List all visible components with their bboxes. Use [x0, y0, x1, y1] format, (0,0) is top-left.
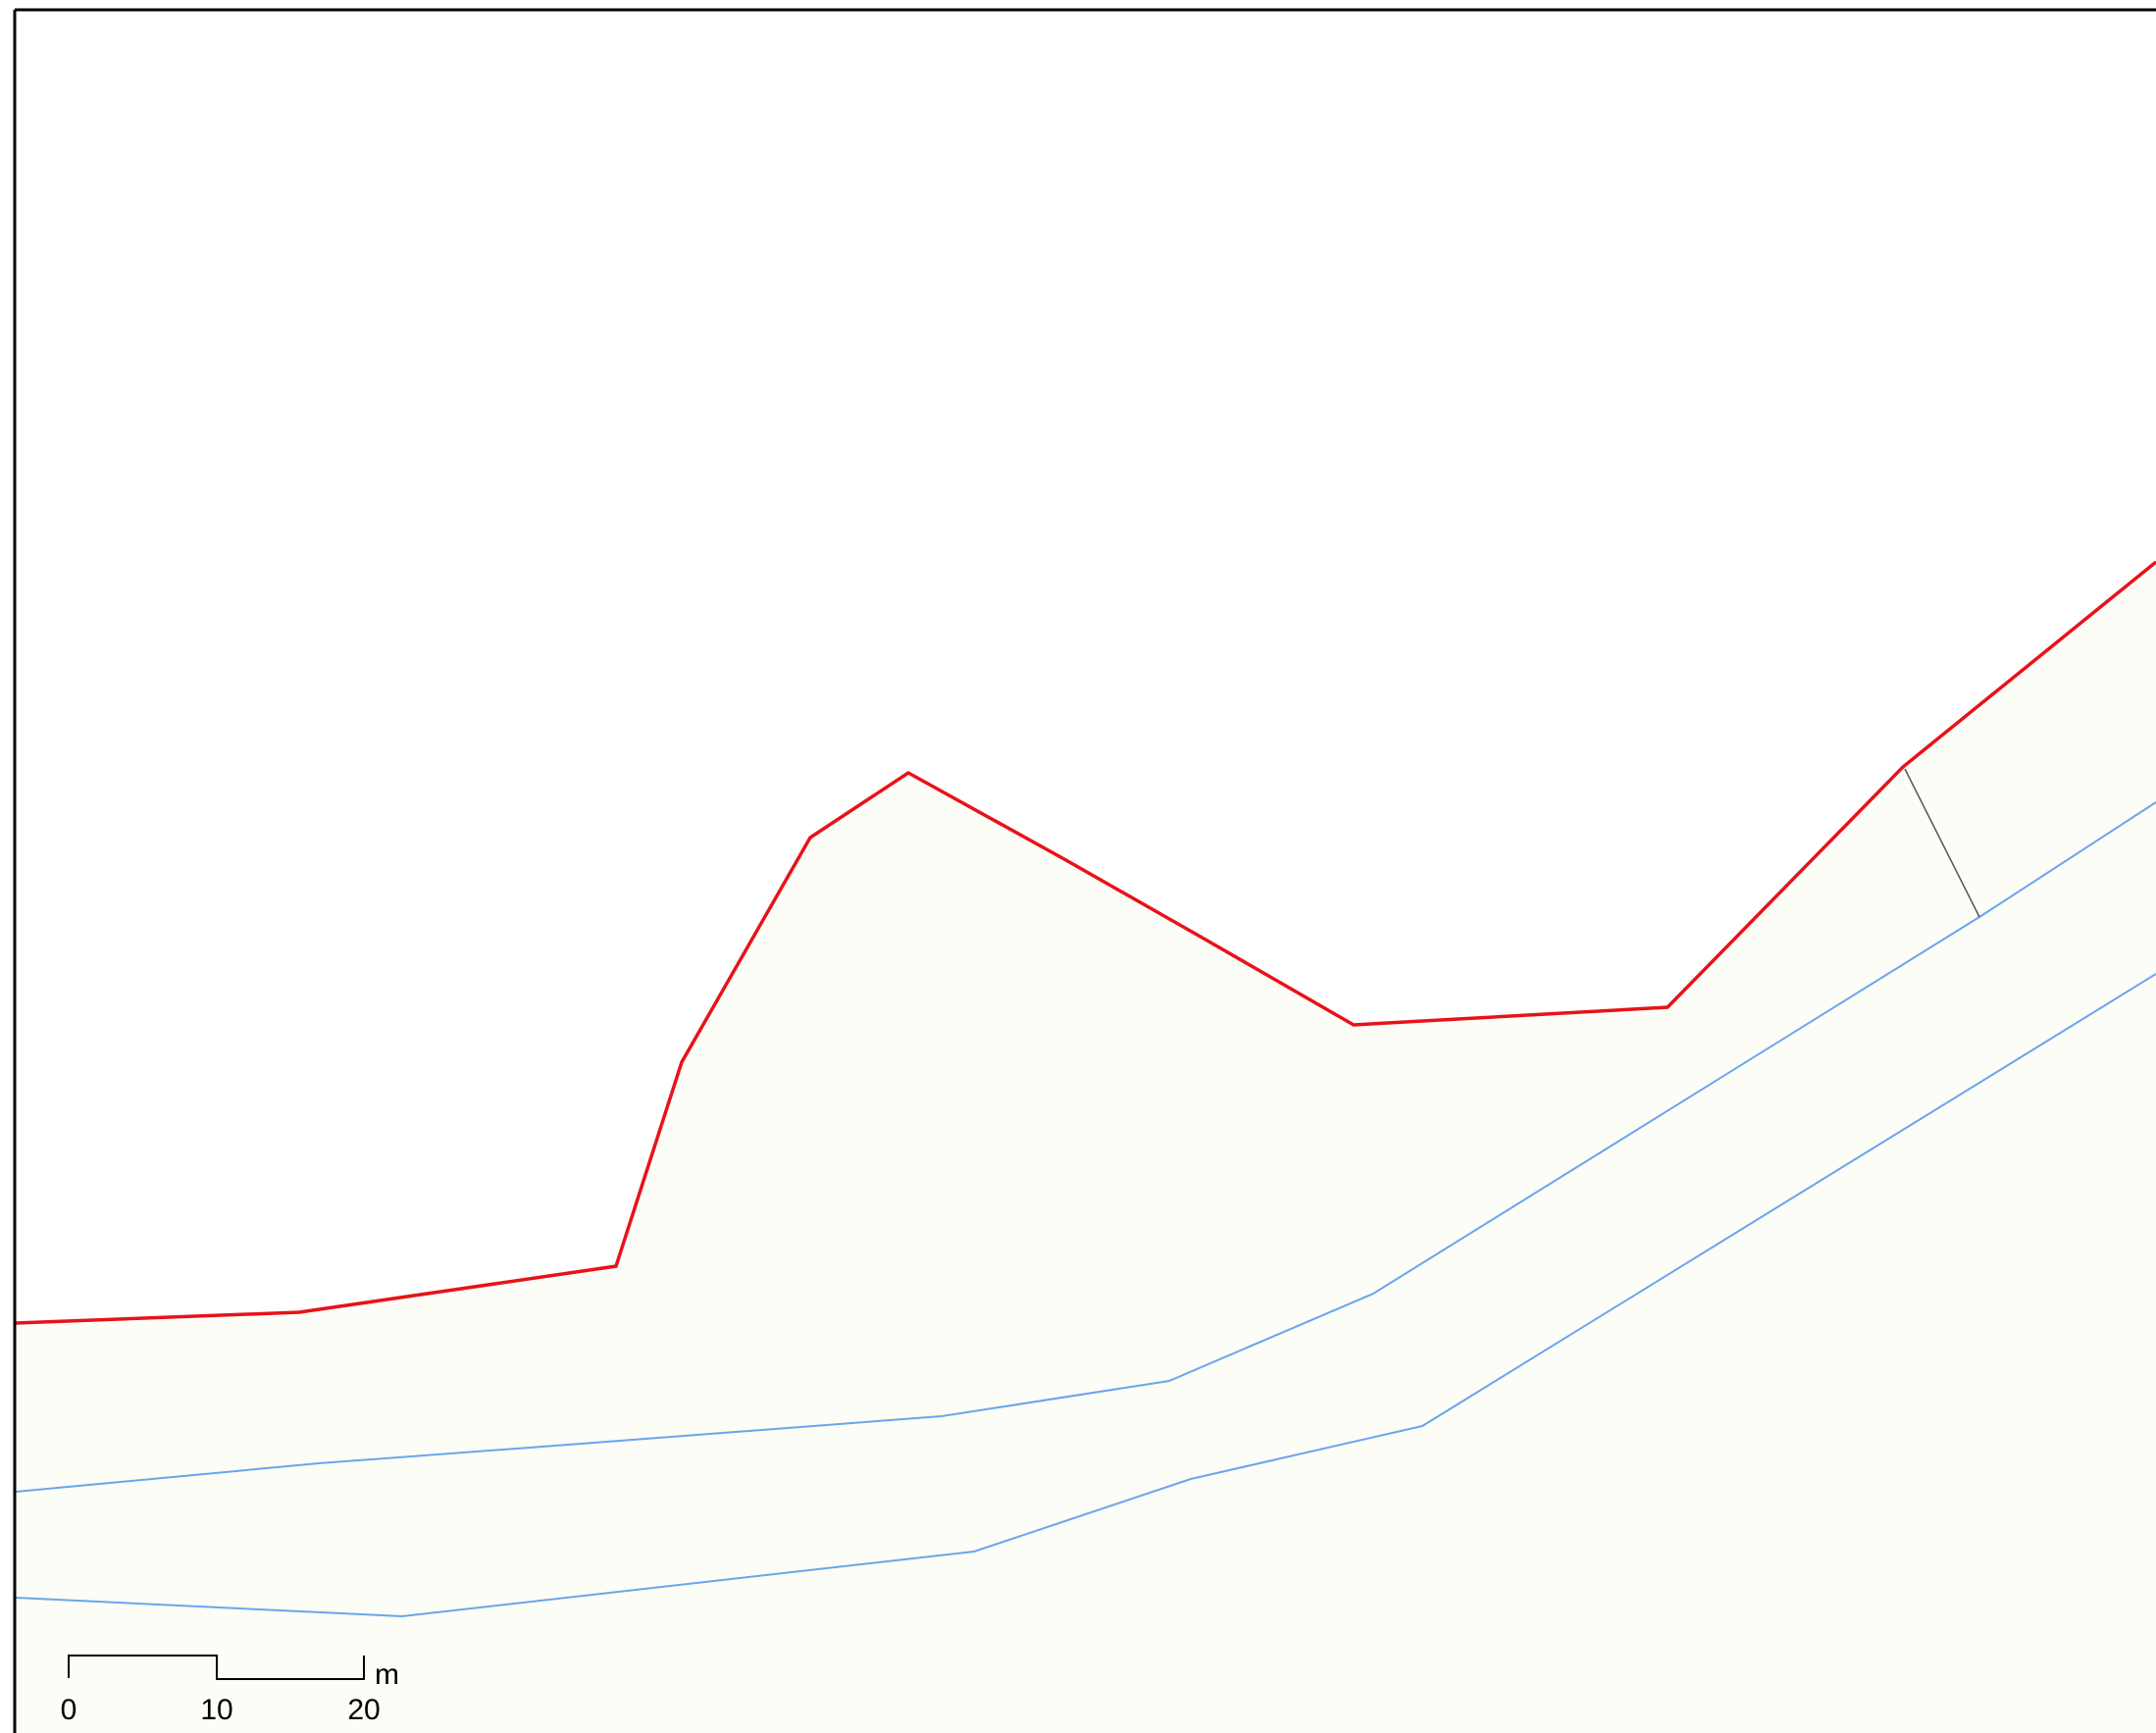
contour-line-lower	[15, 973, 2156, 1618]
scale-bar-unit: m	[375, 1658, 399, 1691]
scale-bar-segment-2	[216, 1656, 365, 1680]
red-boundary-line	[15, 560, 2156, 1325]
scale-bar-label-20: 20	[347, 1694, 380, 1726]
parcel-division-line	[1904, 768, 1980, 918]
scale-bar: m 0 10 20	[61, 1655, 399, 1726]
contour-line-upper	[15, 801, 2156, 1493]
scale-bar-label-0: 0	[61, 1694, 77, 1726]
scale-bar-label-10: 10	[200, 1694, 232, 1726]
scale-bar-segment-1	[68, 1655, 218, 1678]
land-area	[16, 562, 2156, 1733]
